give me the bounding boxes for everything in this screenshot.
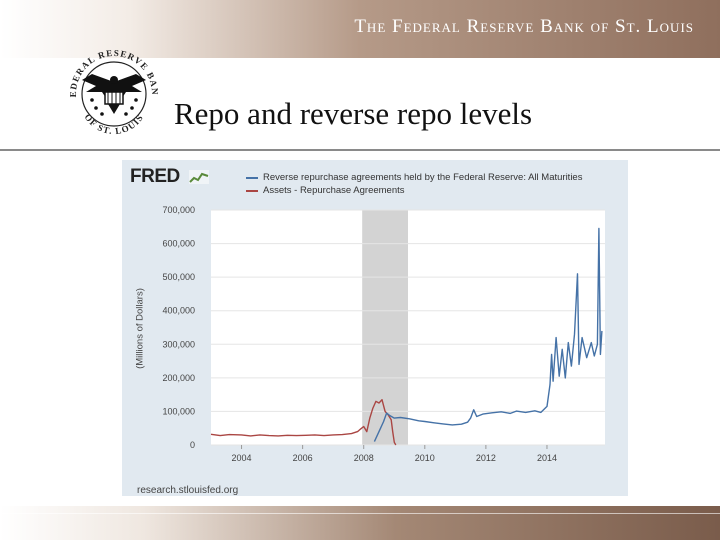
seal-text-bottom: OF ST. LOUIS <box>83 112 145 136</box>
x-tick-label: 2012 <box>476 453 496 463</box>
legend-swatch-repo <box>246 189 258 192</box>
recession-band <box>362 210 408 445</box>
line-chart: 0 100,000 200,000 300,000 400,000 500,000 600,… <box>162 205 605 463</box>
x-tick-label: 2006 <box>293 453 313 463</box>
fred-logo: FRED <box>130 166 180 187</box>
y-tick-label: 300,000 <box>162 339 195 349</box>
y-tick-label: 100,000 <box>162 406 195 416</box>
y-tick-label: 500,000 <box>162 272 195 282</box>
x-tick-label: 2010 <box>415 453 435 463</box>
header-bar: The Federal Reserve Bank of St. Louis <box>0 0 720 58</box>
x-tick-label: 2004 <box>232 453 252 463</box>
legend-label-repo: Assets - Repurchase Agreements <box>263 185 405 196</box>
legend-item-reverse-repo: Reverse repurchase agreements held by th… <box>246 172 582 183</box>
fred-source: research.stlouisfed.org <box>137 485 239 496</box>
y-tick-label: 700,000 <box>162 205 195 215</box>
legend-swatch-reverse-repo <box>246 176 258 179</box>
legend-label-reverse-repo: Reverse repurchase agreements held by th… <box>263 172 583 183</box>
series-line-repo <box>210 398 397 446</box>
y-tick-label: 600,000 <box>162 239 195 249</box>
svg-text:OF ST. LOUIS: OF ST. LOUIS <box>83 112 146 136</box>
title-divider <box>0 149 720 151</box>
x-tick-label: 2014 <box>537 453 557 463</box>
federal-reserve-seal-logo: FEDERAL RESERVE BANK OF ST. LOUIS <box>62 38 159 136</box>
legend-item-repo: Assets - Repurchase Agreements <box>246 185 405 196</box>
y-tick-label: 400,000 <box>162 306 195 316</box>
bank-name: The Federal Reserve Bank of St. Louis <box>354 16 694 37</box>
footer-bar <box>0 506 720 540</box>
x-tick-label: 2008 <box>354 453 374 463</box>
series-line-reverse-repo <box>373 227 603 442</box>
fred-chart-icon <box>189 170 209 184</box>
slide-title: Repo and reverse repo levels <box>174 96 533 131</box>
y-tick-label: 200,000 <box>162 373 195 383</box>
y-tick-label: 0 <box>190 440 195 450</box>
